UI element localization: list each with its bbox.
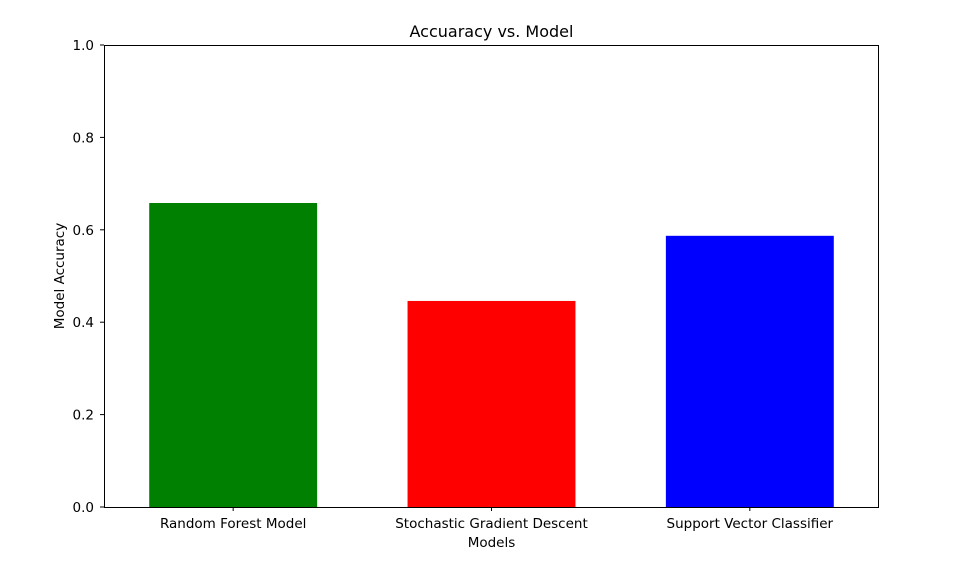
y-axis: 0.0 0.2 0.4 0.6 0.8 1.0 (73, 38, 104, 516)
x-axis-label: Models (468, 535, 516, 551)
y-tick-label: 0.4 (73, 315, 94, 331)
bar-support-vector-classifier (665, 235, 834, 507)
bar-stochastic-gradient-descent (407, 300, 576, 507)
x-tick-label: Random Forest Model (160, 516, 306, 532)
y-tick-label: 0.2 (73, 408, 94, 424)
bar-random-forest-model (149, 203, 318, 507)
bars-layer (149, 203, 834, 507)
y-axis-label: Model Accuracy (52, 223, 68, 329)
x-tick-label: Support Vector Classifier (667, 516, 834, 532)
y-tick-label: 1.0 (73, 38, 94, 54)
y-tick-label: 0.6 (73, 223, 94, 239)
chart-title: Accuaracy vs. Model (410, 22, 574, 41)
x-axis: Random Forest Model Stochastic Gradient D… (160, 507, 834, 532)
x-tick-label: Stochastic Gradient Descent (395, 516, 588, 532)
y-tick-label: 0.0 (73, 500, 94, 516)
y-tick-label: 0.8 (73, 130, 94, 146)
